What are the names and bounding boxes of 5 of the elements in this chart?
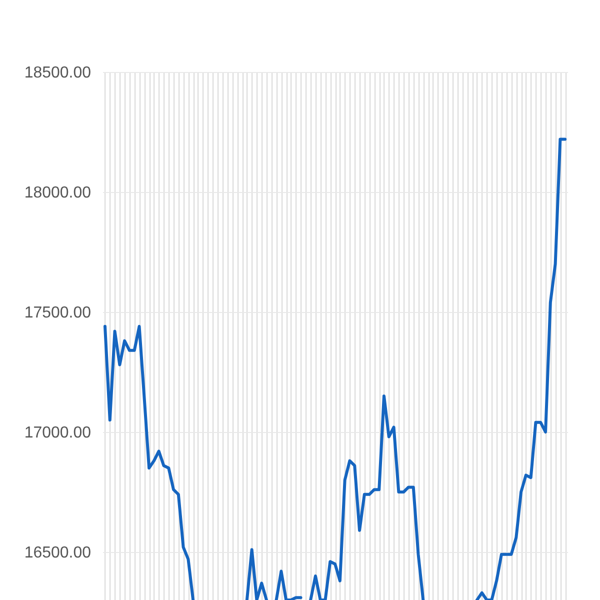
- y-tick-label: 18500.00: [24, 64, 92, 82]
- y-tick-label: 17500.00: [24, 304, 92, 322]
- y-tick-label: 18000.00: [24, 184, 92, 202]
- y-tick-label: 16500.00: [24, 544, 92, 562]
- y-tick-label: 17000.00: [24, 424, 92, 442]
